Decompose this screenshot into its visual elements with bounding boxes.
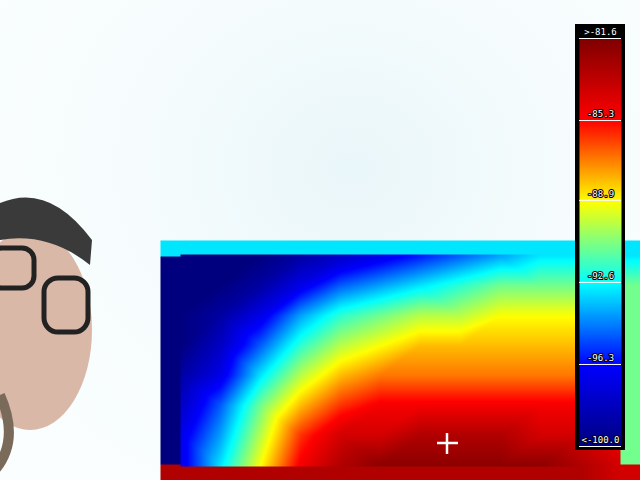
svg-text:-85.3: -85.3 <box>587 109 614 119</box>
svg-text:-88.9: -88.9 <box>587 189 614 199</box>
svg-text:<-100.0: <-100.0 <box>582 435 620 445</box>
svg-text:-96.3: -96.3 <box>587 353 614 363</box>
svg-text:-92.6: -92.6 <box>587 271 614 281</box>
svg-text:>-81.6: >-81.6 <box>584 27 617 37</box>
